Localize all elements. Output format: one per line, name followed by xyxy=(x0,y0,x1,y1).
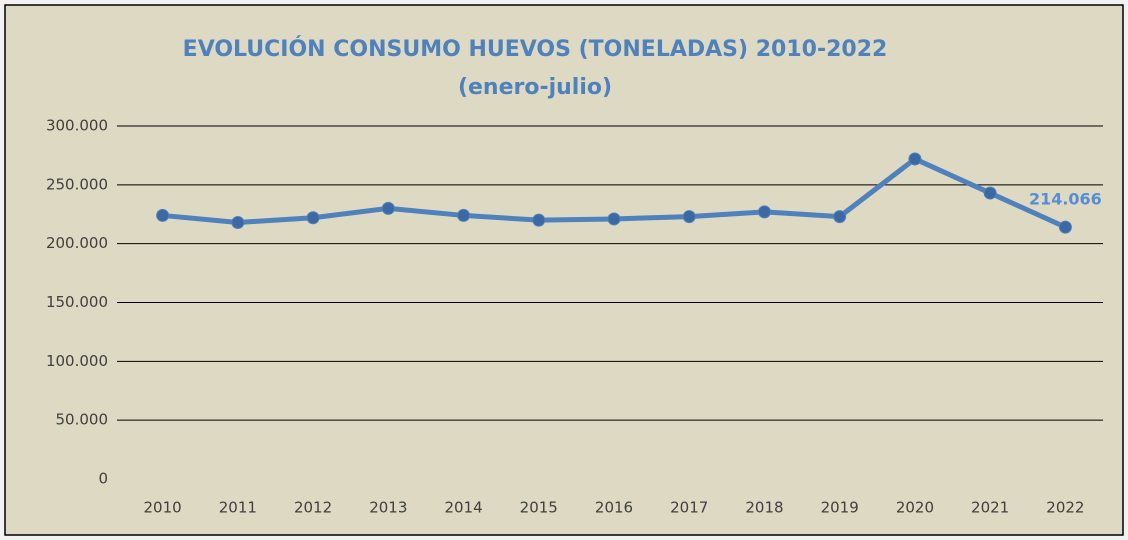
x-tick-label: 2012 xyxy=(294,499,332,517)
data-point xyxy=(607,212,621,226)
data-point xyxy=(156,208,170,222)
data-point xyxy=(306,211,320,225)
y-tick-label: 100.000 xyxy=(46,352,108,370)
chart-subtitle: (enero-julio) xyxy=(458,75,612,100)
data-point xyxy=(682,210,696,224)
y-tick-label: 250.000 xyxy=(46,175,108,193)
data-label: 214.066 xyxy=(1029,190,1102,209)
x-tick-label: 2021 xyxy=(971,499,1009,517)
x-tick-label: 2013 xyxy=(369,499,407,517)
x-tick-label: 2018 xyxy=(745,499,783,517)
y-tick-label: 150.000 xyxy=(46,293,108,311)
chart-background xyxy=(4,4,1124,536)
data-point xyxy=(983,186,997,200)
x-tick-label: 2010 xyxy=(144,499,182,517)
y-tick-label: 0 xyxy=(98,470,108,488)
chart-title: EVOLUCIÓN CONSUMO HUEVOS (TONELADAS) 201… xyxy=(183,36,888,62)
data-point xyxy=(532,213,546,227)
data-point xyxy=(833,210,847,224)
x-tick-label: 2019 xyxy=(821,499,859,517)
data-point xyxy=(381,201,395,215)
x-tick-label: 2015 xyxy=(520,499,558,517)
data-point xyxy=(457,208,471,222)
x-tick-label: 2022 xyxy=(1046,499,1084,517)
x-tick-label: 2014 xyxy=(444,499,482,517)
data-point xyxy=(757,205,771,219)
data-point xyxy=(1058,220,1072,234)
x-tick-label: 2020 xyxy=(896,499,934,517)
x-tick-label: 2011 xyxy=(219,499,257,517)
y-tick-label: 300.000 xyxy=(46,117,108,135)
data-point xyxy=(231,215,245,229)
y-tick-label: 50.000 xyxy=(56,411,109,429)
x-tick-label: 2016 xyxy=(595,499,633,517)
data-point xyxy=(908,152,922,166)
x-tick-label: 2017 xyxy=(670,499,708,517)
y-tick-label: 200.000 xyxy=(46,234,108,252)
